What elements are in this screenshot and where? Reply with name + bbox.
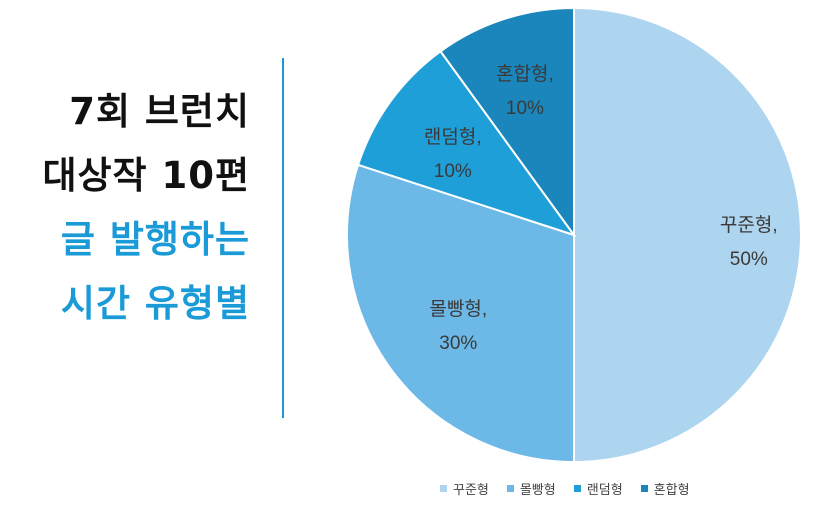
slice-label-value-4: 10% — [506, 98, 544, 119]
slice-label-value-3: 10% — [434, 161, 472, 182]
slice-label-name-1: 꾸준형, — [720, 214, 778, 236]
heading-line-4: 시간 유형별 — [60, 282, 250, 325]
legend-item-4: 혼합형 — [640, 479, 690, 498]
pie-slice-2 — [346, 163, 575, 464]
slice-label-name-4: 혼합형, — [496, 63, 554, 85]
heading-line-1: 7회 브런치 — [69, 90, 250, 133]
heading-line-3: 글 발행하는 — [60, 218, 250, 261]
legend: 꾸준형 몰빵형 랜덤형 혼합형 — [440, 479, 690, 498]
legend-swatch-2 — [506, 485, 514, 492]
chart-heading: 7회 브런치 대상작 10편 글 발행하는 시간 유형별 — [10, 80, 250, 336]
vertical-divider — [282, 58, 284, 418]
legend-swatch-3 — [573, 485, 581, 492]
legend-item-2: 몰빵형 — [506, 479, 556, 498]
legend-item-1: 꾸준형 — [440, 479, 489, 498]
legend-label-1: 꾸준형 — [453, 483, 489, 498]
legend-swatch-4 — [640, 485, 648, 492]
slice-label-value-2: 30% — [439, 333, 477, 354]
slice-label-name-2: 몰빵형, — [429, 298, 487, 320]
legend-item-3: 랜덤형 — [573, 479, 623, 498]
pie-slice-4 — [439, 6, 575, 239]
legend-label-4: 혼합형 — [653, 483, 690, 498]
legend-label-3: 랜덤형 — [586, 483, 623, 498]
pie-slice-3 — [356, 49, 577, 237]
heading-line-2: 대상작 10편 — [42, 154, 250, 197]
pie-slice-1 — [573, 6, 802, 464]
slice-label-value-1: 50% — [730, 249, 768, 270]
legend-swatch-1 — [440, 485, 447, 492]
legend-label-2: 몰빵형 — [519, 483, 556, 498]
slice-label-name-3: 랜덤형, — [424, 126, 482, 148]
